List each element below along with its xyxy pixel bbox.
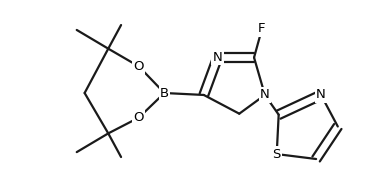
Text: S: S [273,147,281,161]
Text: O: O [134,62,144,75]
Text: O: O [134,60,144,73]
Text: O: O [134,111,144,124]
Text: N: N [260,89,270,102]
Text: B: B [160,86,169,100]
Text: N: N [316,89,326,102]
Text: N: N [260,89,270,102]
Text: F: F [258,23,266,36]
Text: N: N [213,51,223,64]
Text: N: N [213,51,223,64]
